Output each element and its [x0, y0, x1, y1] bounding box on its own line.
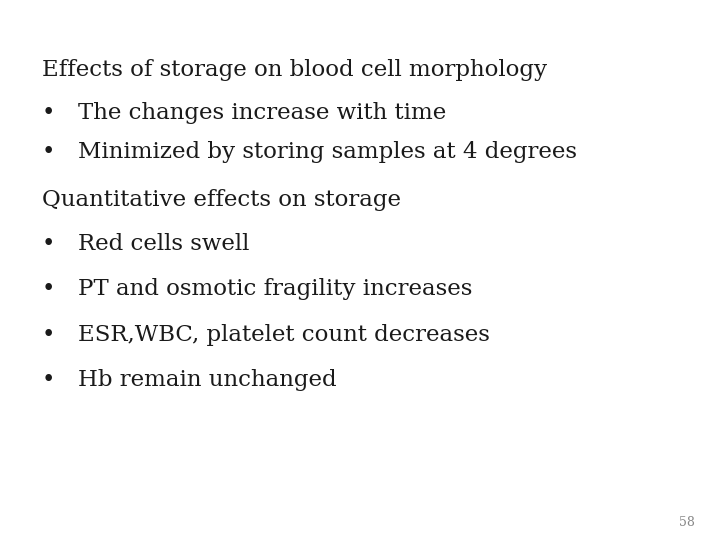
Text: PT and osmotic fragility increases: PT and osmotic fragility increases [78, 279, 472, 300]
Text: •: • [42, 141, 55, 163]
Text: 58: 58 [679, 516, 695, 529]
Text: •: • [42, 233, 55, 255]
Text: Minimized by storing samples at 4 degrees: Minimized by storing samples at 4 degree… [78, 141, 577, 163]
Text: •: • [42, 369, 55, 391]
Text: •: • [42, 103, 55, 124]
Text: •: • [42, 279, 55, 300]
Text: Red cells swell: Red cells swell [78, 233, 249, 255]
Text: ESR,WBC, platelet count decreases: ESR,WBC, platelet count decreases [78, 324, 490, 346]
Text: Hb remain unchanged: Hb remain unchanged [78, 369, 336, 391]
Text: The changes increase with time: The changes increase with time [78, 103, 446, 124]
Text: Quantitative effects on storage: Quantitative effects on storage [42, 189, 401, 211]
Text: •: • [42, 324, 55, 346]
Text: Effects of storage on blood cell morphology: Effects of storage on blood cell morphol… [42, 59, 547, 81]
